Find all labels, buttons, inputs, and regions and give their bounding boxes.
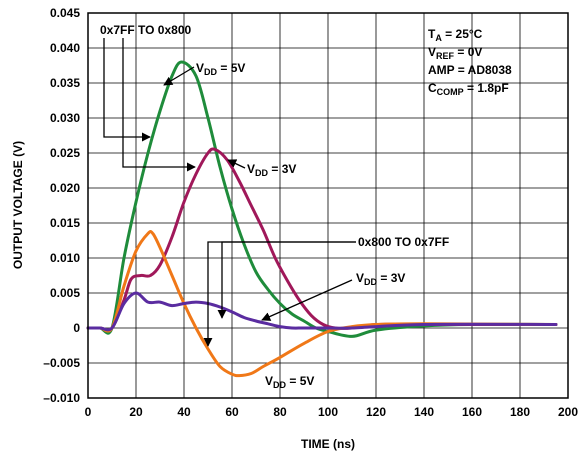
y-tick-label: 0.025 [50,146,80,160]
cond-ccomp: CCOMP = 1.8pF [428,81,509,97]
y-tick-label: –0.010 [43,391,80,405]
label-0x7ff-to-0x800: 0x7FF TO 0x800 [100,23,191,37]
y-tick-label: 0 [73,321,80,335]
y-tick-label: –0.005 [43,356,80,370]
cond-amp: AMP = AD8038 [428,63,512,77]
cond-ta: TA = 25°C [428,27,483,43]
x-tick-label: 80 [273,405,287,419]
tick-labels: 0 20 40 60 80 100 120 140 160 180 200 0.045 0.040 0.0… [43,6,578,419]
x-tick-label: 140 [414,405,434,419]
arrow-vdd-red [227,159,246,169]
y-tick-label: 0.045 [50,6,80,20]
series-line-orange [86,230,558,378]
x-tick-label: 40 [177,405,191,419]
leader-lines [103,38,356,347]
y-tick-label: 0.015 [50,216,80,230]
arrow-vdd-green [163,66,195,86]
x-axis-title: TIME (ns) [301,437,355,451]
arrow-to-orange [203,241,356,347]
x-tick-label: 100 [318,405,338,419]
conditions-box: TA = 25°C VREF = 0V AMP = AD8038 CCOMP =… [428,27,512,97]
x-tick-label: 160 [462,405,482,419]
series-line-green [86,60,558,338]
label-0x800-to-0x7ff: 0x800 TO 0x7FF [358,235,449,249]
y-tick-label: 0.005 [50,286,80,300]
x-tick-label: 180 [510,405,530,419]
y-tick-label: 0.020 [50,181,80,195]
y-axis-title: OUTPUT VOLTAGE (V) [11,141,25,269]
cond-vref: VREF = 0V [428,45,482,61]
x-tick-label: 200 [558,405,578,419]
x-tick-label: 20 [129,405,143,419]
y-tick-label: 0.040 [50,41,80,55]
label-vdd-purple: VDD = 3V [356,271,405,287]
x-tick-label: 120 [366,405,386,419]
x-tick-label: 0 [85,405,92,419]
plot-frame [87,12,569,399]
series-lines [86,60,558,378]
y-tick-label: 0.030 [50,111,80,125]
label-vdd-red: VDD = 3V [247,162,296,178]
label-vdd-orange: VDD = 5V [265,374,314,390]
y-tick-label: 0.035 [50,76,80,90]
x-tick-label: 60 [225,405,239,419]
arrow-vdd-purple [261,279,353,321]
y-tick-label: 0.010 [50,251,80,265]
arrow-to-red [122,38,196,172]
arrow-to-green [103,38,151,142]
label-vdd-green: VDD = 5V [196,61,245,77]
arrow-to-purple [217,241,356,319]
